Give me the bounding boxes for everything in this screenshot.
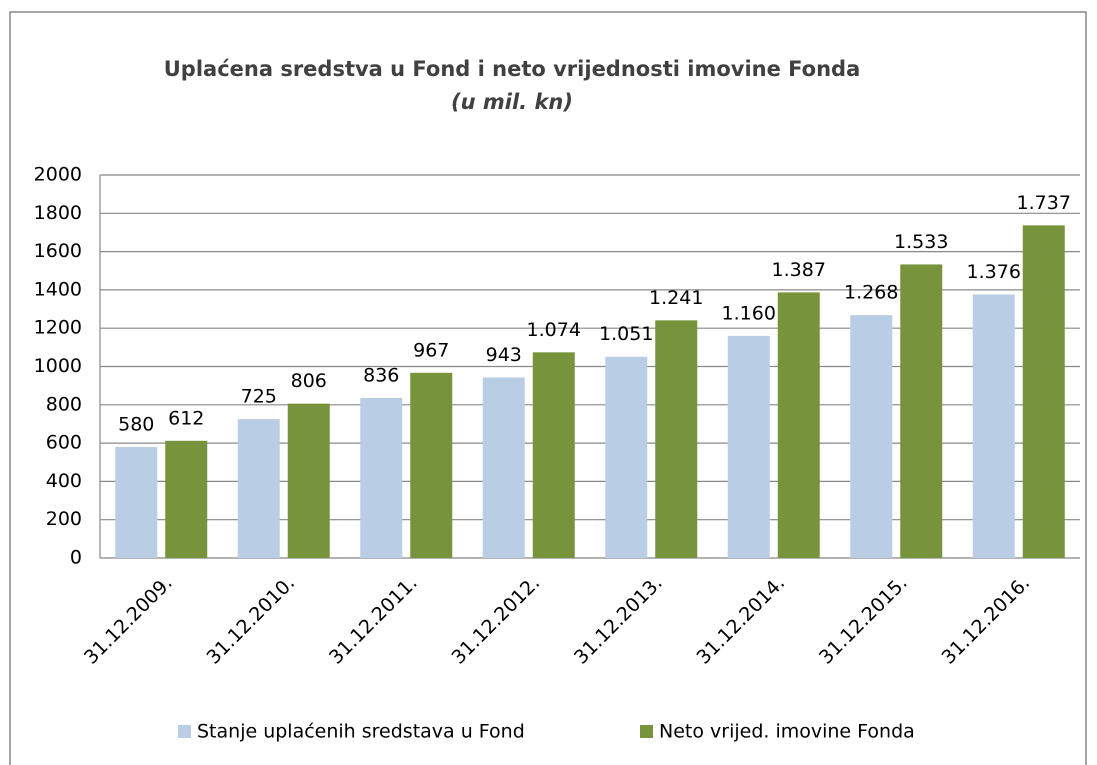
data-label: 1.268	[844, 282, 898, 304]
data-label: 1.387	[772, 259, 826, 281]
y-tick-label: 1600	[34, 240, 82, 262]
legend-label: Neto vrijed. imovine Fonda	[659, 721, 915, 743]
bar	[360, 397, 403, 558]
bar	[777, 292, 820, 558]
y-tick-label: 600	[46, 432, 82, 454]
data-label: 1.241	[649, 287, 703, 309]
data-label: 1.737	[1017, 192, 1071, 214]
bar	[410, 372, 453, 558]
data-label: 836	[363, 364, 399, 386]
legend-swatch	[178, 725, 191, 738]
data-label: 967	[413, 339, 449, 361]
bar	[532, 352, 575, 558]
y-tick-label: 800	[46, 393, 82, 415]
y-tick-label: 1800	[34, 202, 82, 224]
bar	[972, 294, 1015, 558]
y-tick-label: 1200	[34, 317, 82, 339]
data-label: 1.074	[527, 319, 581, 341]
bar	[655, 320, 698, 558]
data-label: 1.533	[894, 231, 948, 253]
legend-swatch	[640, 725, 653, 738]
data-label: 943	[486, 344, 522, 366]
bar	[287, 403, 330, 558]
y-tick-label: 0	[70, 547, 82, 569]
data-label: 1.051	[599, 323, 653, 345]
bar	[482, 377, 525, 558]
data-label: 580	[118, 413, 154, 435]
y-tick-label: 1400	[34, 278, 82, 300]
data-label: 1.376	[967, 261, 1021, 283]
bar	[850, 315, 893, 558]
chart-subtitle: (u mil. kn)	[451, 90, 573, 114]
data-label: 725	[241, 386, 277, 408]
y-tick-label: 2000	[34, 164, 82, 186]
y-tick-label: 1000	[34, 355, 82, 377]
bar	[727, 335, 770, 558]
bar	[605, 356, 648, 558]
chart-title: Uplaćena sredstva u Fond i neto vrijedno…	[164, 57, 861, 81]
data-label: 1.160	[722, 302, 776, 324]
bar	[115, 446, 158, 558]
y-tick-label: 200	[46, 508, 82, 530]
y-tick-label: 400	[46, 470, 82, 492]
bar	[165, 440, 208, 558]
bar	[1022, 225, 1065, 558]
data-label: 612	[168, 407, 204, 429]
data-label: 806	[291, 370, 327, 392]
bar	[237, 419, 280, 558]
legend-label: Stanje uplaćenih sredstava u Fond	[197, 721, 525, 743]
bar	[900, 264, 943, 558]
